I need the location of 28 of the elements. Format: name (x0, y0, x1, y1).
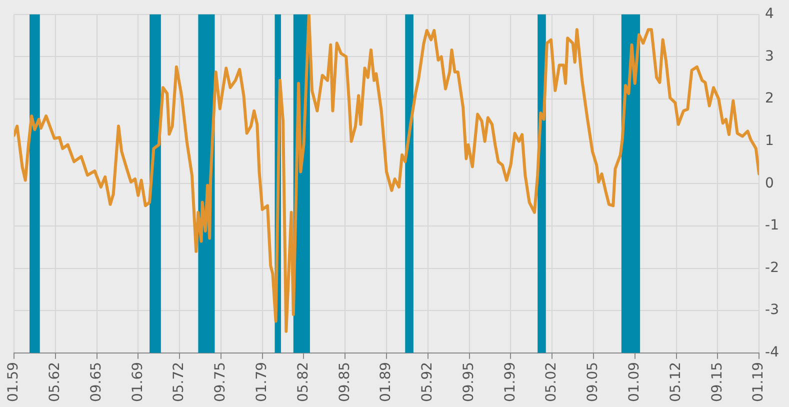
x-tick-label: 01.69 (130, 362, 146, 402)
y-tick-label: 4 (765, 6, 774, 22)
x-tick-label: 09.85 (336, 362, 353, 402)
x-tick-label: 01.19 (750, 362, 767, 402)
x-tick-label: 05.12 (668, 362, 684, 402)
x-tick-label: 01.99 (502, 362, 518, 402)
y-tick-label: 0 (765, 175, 774, 192)
x-tick-label: 09.95 (460, 362, 477, 402)
x-tick-label: 05.92 (420, 362, 436, 402)
x-tick-label: 09.65 (88, 362, 104, 402)
x-tick-label: 01.59 (6, 362, 22, 402)
y-tick-label: -3 (765, 302, 780, 318)
x-tick-label: 09.15 (709, 362, 726, 402)
x-tick-label: 01.79 (254, 362, 270, 402)
y-tick-label: 1 (765, 132, 774, 149)
y-tick-label: 2 (765, 90, 774, 107)
x-tick-label: 09.05 (585, 362, 602, 402)
x-tick-label: 05.02 (544, 362, 560, 402)
y-tick-label: -1 (765, 218, 780, 234)
x-tick-label: 01.89 (378, 362, 394, 402)
y-tick-label: 3 (765, 48, 774, 64)
x-tick-label: 09.75 (212, 362, 229, 402)
x-tick-label: 05.82 (295, 362, 312, 402)
y-tick-label: -4 (765, 344, 780, 361)
x-tick-label: 01.09 (626, 362, 643, 402)
x-tick-label: 05.72 (171, 362, 188, 402)
y-tick-label: -2 (765, 260, 780, 276)
x-tick-label: 05.62 (47, 362, 64, 402)
